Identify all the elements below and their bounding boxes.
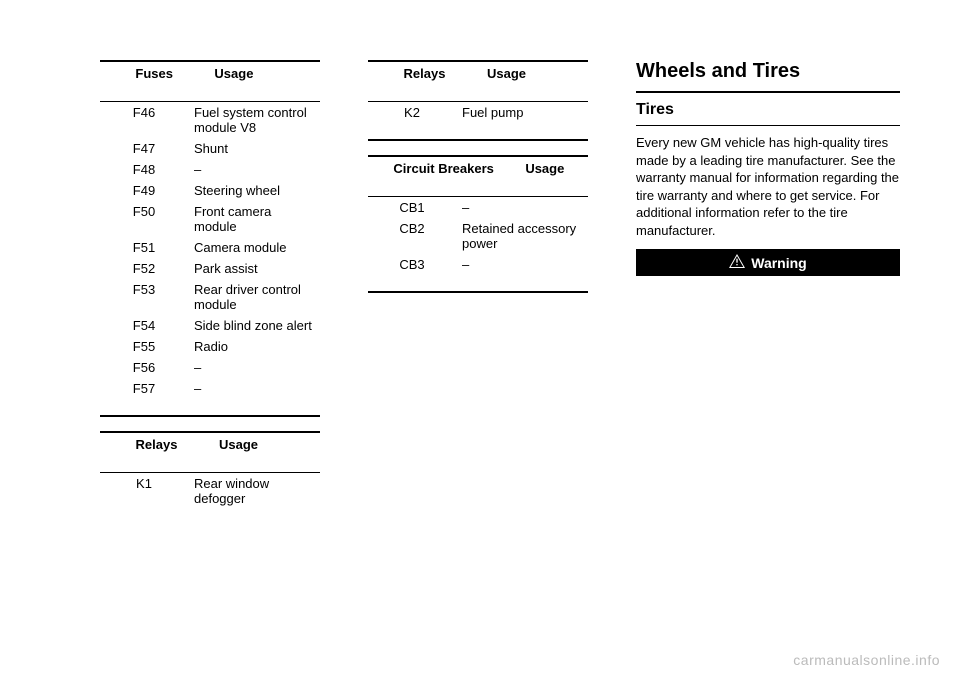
relays2-table: Relays Usage K2Fuel pump [368, 60, 588, 141]
row-usage: Side blind zone alert [188, 315, 320, 336]
table-row: CB1– [368, 197, 588, 218]
table-row: F51Camera module [100, 237, 320, 258]
row-code: F53 [100, 279, 188, 315]
table-row: F50Front camera module [100, 201, 320, 237]
relays2-body: K2Fuel pump [368, 102, 588, 123]
table-row: F47Shunt [100, 138, 320, 159]
relays1-header-code: Relays [100, 433, 213, 456]
relays1-body: K1Rear window defogger [100, 473, 320, 509]
row-code: F49 [100, 180, 188, 201]
row-code: F46 [100, 102, 188, 138]
row-code: K2 [368, 102, 456, 123]
row-code: F56 [100, 357, 188, 378]
row-usage: Shunt [188, 138, 320, 159]
fuses-header-code: Fuses [100, 62, 208, 85]
row-usage: – [188, 357, 320, 378]
row-code: CB1 [368, 197, 456, 218]
fuses-table: Fuses Usage F46Fuel system control modul… [100, 60, 320, 417]
row-code: F48 [100, 159, 188, 180]
row-code: F51 [100, 237, 188, 258]
watermark: carmanualsonline.info [793, 652, 940, 668]
table-row: F57– [100, 378, 320, 399]
breakers-header-usage: Usage [519, 157, 588, 180]
row-usage: Retained accessory power [456, 218, 588, 254]
row-usage: – [188, 378, 320, 399]
table-row: K1Rear window defogger [100, 473, 320, 509]
table-row: F46Fuel system control module V8 [100, 102, 320, 138]
row-usage: Steering wheel [188, 180, 320, 201]
row-code: F52 [100, 258, 188, 279]
tires-paragraph: Every new GM vehicle has high-quality ti… [636, 134, 900, 239]
row-code: F50 [100, 201, 188, 237]
row-code: F47 [100, 138, 188, 159]
row-usage: – [188, 159, 320, 180]
row-code: F54 [100, 315, 188, 336]
row-usage: Park assist [188, 258, 320, 279]
row-usage: Fuel system control module V8 [188, 102, 320, 138]
row-code: F55 [100, 336, 188, 357]
row-usage: Radio [188, 336, 320, 357]
row-code: CB2 [368, 218, 456, 254]
table-row: F55Radio [100, 336, 320, 357]
relays1-header-usage: Usage [213, 433, 320, 456]
table-row: F56– [100, 357, 320, 378]
table-row: F54Side blind zone alert [100, 315, 320, 336]
relays2-header-code: Relays [368, 62, 481, 85]
breakers-header-code: Circuit Breakers [368, 157, 519, 180]
row-code: F57 [100, 378, 188, 399]
table-row: K2Fuel pump [368, 102, 588, 123]
fuses-body: F46Fuel system control module V8F47Shunt… [100, 102, 320, 399]
row-usage: – [456, 254, 588, 275]
warning-box: Warning [636, 249, 900, 276]
relays1-table: Relays Usage K1Rear window defogger [100, 431, 320, 509]
breakers-table: Circuit Breakers Usage CB1–CB2Retained a… [368, 155, 588, 293]
row-usage: Camera module [188, 237, 320, 258]
row-code: CB3 [368, 254, 456, 275]
warning-label: Warning [751, 255, 806, 271]
relays2-header-usage: Usage [481, 62, 588, 85]
table-row: F52Park assist [100, 258, 320, 279]
row-code: K1 [100, 473, 188, 509]
table-row: CB3– [368, 254, 588, 275]
table-row: F53Rear driver control module [100, 279, 320, 315]
table-row: F49Steering wheel [100, 180, 320, 201]
row-usage: Fuel pump [456, 102, 588, 123]
warning-icon [729, 254, 745, 271]
row-usage: Front camera module [188, 201, 320, 237]
row-usage: Rear driver control module [188, 279, 320, 315]
table-row: F48– [100, 159, 320, 180]
section-subheading: Tires [636, 101, 900, 119]
fuses-header-usage: Usage [208, 62, 320, 85]
breakers-body: CB1–CB2Retained accessory powerCB3– [368, 197, 588, 275]
table-row: CB2Retained accessory power [368, 218, 588, 254]
row-usage: – [456, 197, 588, 218]
section-heading: Wheels and Tires [636, 60, 900, 83]
row-usage: Rear window defogger [188, 473, 320, 509]
